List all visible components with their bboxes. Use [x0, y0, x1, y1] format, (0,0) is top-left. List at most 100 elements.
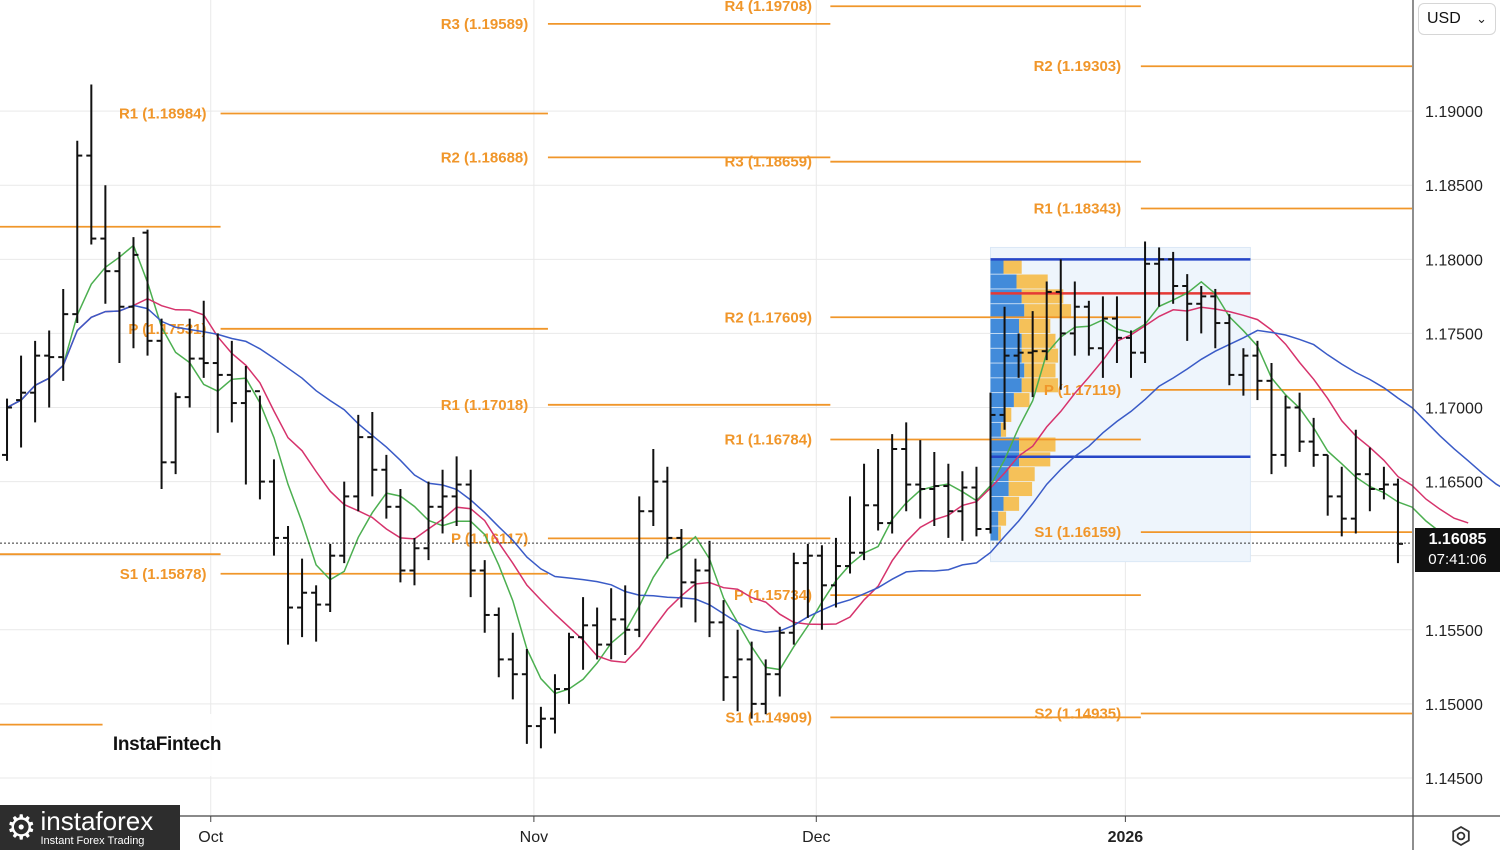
ohlc-bar-3 — [44, 330, 55, 408]
profile-row-sell-16 — [1003, 496, 1020, 511]
ohlc-bar-38 — [535, 706, 546, 749]
ohlc-bar-26 — [367, 411, 378, 497]
pivot-label-0: R1 (1.18984) — [119, 106, 207, 123]
profile-row-sell-1 — [1016, 274, 1048, 289]
ohlc-bar-27 — [381, 454, 392, 519]
ma-line-blue — [6, 304, 1500, 633]
ohlc-bar-21 — [297, 558, 308, 638]
profile-row-sell-18 — [998, 526, 1001, 541]
ohlc-bar-28 — [395, 489, 406, 583]
ohlc-bar-91 — [1280, 395, 1291, 467]
pivot-label-18: R1 (1.18343) — [1034, 200, 1122, 217]
watermark-text: InstaFintech — [112, 734, 222, 755]
ohlc-bar-84 — [1182, 274, 1193, 341]
ohlc-bar-48 — [676, 529, 687, 608]
profile-row-buy-8 — [990, 378, 1022, 393]
ohlc-bar-92 — [1294, 392, 1305, 452]
ohlc-bar-93 — [1308, 417, 1319, 467]
time-axis[interactable]: Oct Nov Dec 2026 — [0, 815, 1500, 846]
price-tick-1: 1.18500 — [1425, 178, 1483, 195]
ohlc-bar-49 — [690, 558, 701, 623]
profile-row-sell-5 — [1021, 333, 1056, 348]
ohlc-bar-66 — [929, 451, 940, 527]
time-tick-0: Oct — [198, 829, 223, 846]
currency-select[interactable]: USD ⌄ — [1418, 3, 1496, 35]
ohlc-bars — [0, 84, 1412, 749]
ohlc-bar-45 — [634, 496, 645, 638]
ohlc-bar-80 — [1126, 330, 1137, 378]
ohlc-bar-30 — [423, 481, 434, 561]
ohlc-bar-10 — [142, 229, 153, 356]
ohlc-bar-74 — [1041, 281, 1052, 361]
ohlc-bar-34 — [479, 560, 490, 633]
profile-row-buy-10 — [990, 407, 1004, 422]
settings-button[interactable] — [1448, 823, 1474, 849]
pivot-label-17: R2 (1.19303) — [1034, 58, 1122, 75]
ohlc-bar-86 — [1210, 288, 1221, 349]
ohlc-bar-35 — [493, 607, 504, 678]
ohlc-bar-14 — [198, 300, 209, 378]
pivot-label-19: P (1.17119) — [1044, 382, 1121, 399]
brand-logo[interactable]: ⚙ instaforex Instant Forex Trading — [0, 805, 180, 850]
ohlc-bar-68 — [957, 471, 968, 541]
ohlc-bar-47 — [662, 466, 673, 559]
price-tick-7: 1.15500 — [1425, 623, 1483, 640]
ohlc-bar-55 — [774, 626, 785, 697]
ohlc-bar-32 — [451, 456, 462, 527]
ohlc-bar-60 — [845, 496, 856, 574]
ohlc-bar-16 — [226, 340, 237, 423]
pivot-label-5: S1 (1.15878) — [120, 566, 207, 583]
ohlc-bar-29 — [409, 537, 420, 586]
ohlc-bar-83 — [1168, 251, 1179, 304]
profile-row-buy-0 — [990, 259, 1004, 274]
ohlc-bar-24 — [339, 481, 350, 564]
profile-row-sell-10 — [1003, 407, 1012, 422]
ohlc-bar-42 — [592, 607, 603, 660]
price-tick-2: 1.18000 — [1425, 252, 1483, 269]
brand-tagline: Instant Forex Trading — [40, 835, 145, 847]
ohlc-bar-65 — [915, 440, 926, 519]
ohlc-bar-25 — [353, 414, 364, 512]
price-axis[interactable]: 1.19000 1.18500 1.18000 1.17500 1.17000 1.165… — [1412, 0, 1483, 850]
ohlc-bar-99 — [1392, 478, 1403, 564]
time-tick-2: Dec — [802, 829, 830, 846]
ohlc-bar-59 — [830, 537, 841, 608]
pivot-label-7: R3 (1.19589) — [441, 16, 529, 33]
ohlc-bar-51 — [718, 600, 729, 701]
settings-icon — [1452, 825, 1470, 847]
volume-profile — [990, 246, 1251, 563]
ohlc-bar-98 — [1378, 466, 1389, 500]
profile-row-sell-12 — [1019, 437, 1056, 452]
ohlc-bar-31 — [437, 469, 448, 534]
price-tick-9: 1.14500 — [1425, 771, 1483, 788]
pivot-label-12: R3 (1.18659) — [725, 154, 813, 171]
ohlc-bar-90 — [1266, 363, 1277, 475]
ohlc-bar-11 — [156, 318, 167, 489]
current-price-badge: 1.16085 07:41:06 — [1415, 528, 1500, 572]
profile-row-buy-1 — [990, 274, 1017, 289]
ohlc-bar-36 — [507, 632, 518, 700]
ohlc-bar-41 — [578, 597, 589, 670]
ohlc-bar-0 — [2, 398, 13, 461]
brand-text: instaforex Instant Forex Trading — [40, 808, 153, 847]
profile-row-buy-15 — [990, 481, 1009, 497]
ohlc-bar-22 — [311, 585, 322, 642]
ohlc-bar-23 — [325, 543, 336, 612]
brand-name: instaforex — [40, 806, 154, 836]
ohlc-bar-12 — [170, 392, 181, 475]
bar-countdown: 07:41:06 — [1428, 551, 1487, 568]
ohlc-bar-58 — [816, 545, 827, 630]
profile-row-sell-8 — [1021, 378, 1059, 393]
ohlc-bar-6 — [86, 84, 97, 245]
chevron-down-icon: ⌄ — [1476, 11, 1487, 26]
ohlc-bar-20 — [283, 526, 294, 645]
profile-row-sell-17 — [998, 511, 1007, 526]
ohlc-bar-82 — [1154, 247, 1165, 307]
pivot-label-13: R2 (1.17609) — [725, 309, 813, 326]
price-tick-8: 1.15000 — [1425, 697, 1483, 714]
price-tick-3: 1.17500 — [1425, 326, 1483, 343]
chart-watermark: InstaFintech — [104, 714, 230, 776]
ohlc-bar-85 — [1196, 285, 1207, 334]
ohlc-bar-77 — [1083, 300, 1094, 356]
